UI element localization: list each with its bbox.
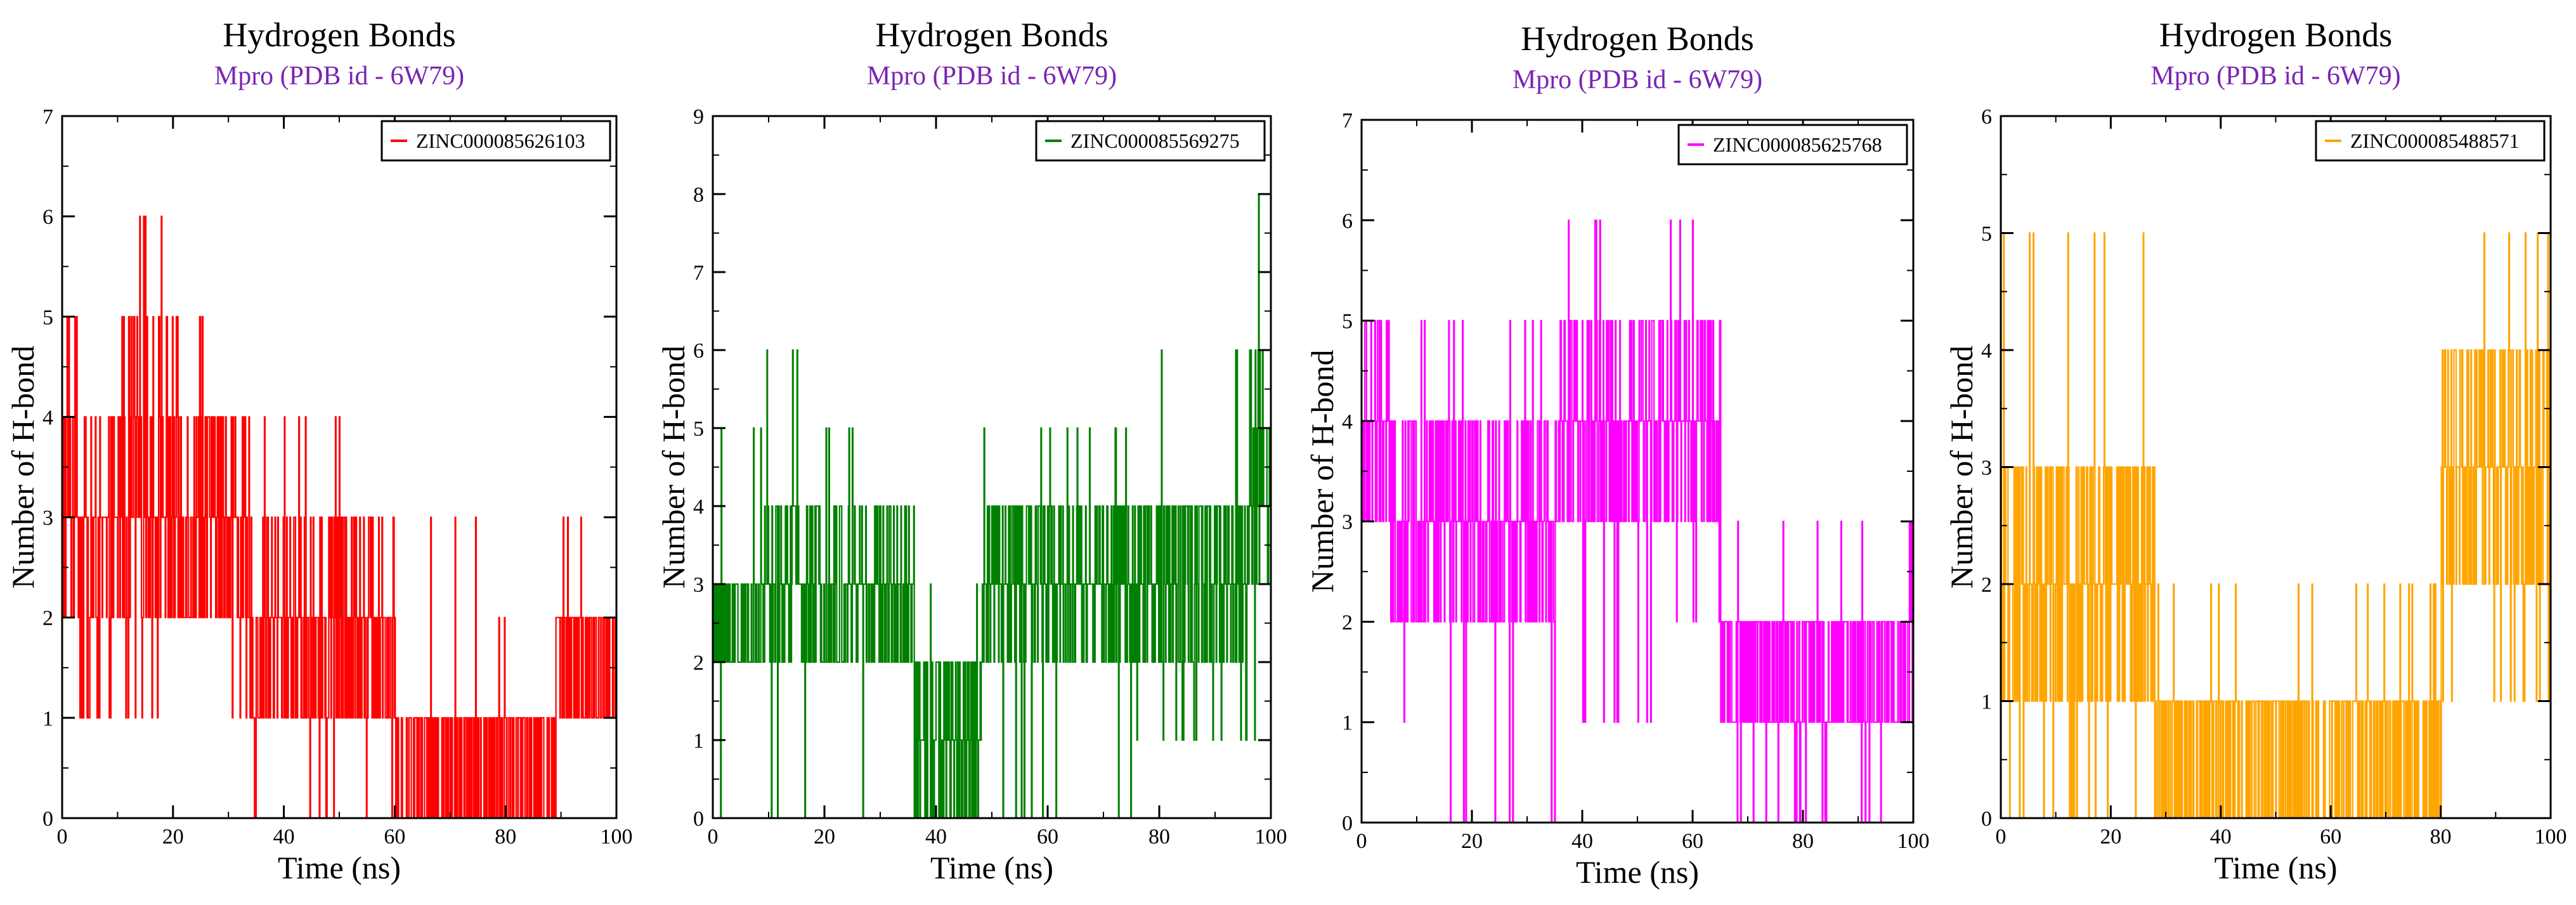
data-series-line	[1362, 219, 1913, 823]
x-tick-label: 60	[1037, 825, 1058, 849]
legend-box	[381, 120, 611, 162]
x-tick-label: 0	[708, 825, 719, 849]
y-tick-label: 3	[693, 573, 704, 597]
chart-title: Hydrogen Bonds	[2159, 16, 2392, 54]
y-tick-label: 8	[693, 183, 704, 207]
legend-label: ZINC000085569275	[1070, 129, 1240, 152]
y-tick-label: 4	[693, 495, 704, 519]
x-tick-label: 0	[1356, 830, 1367, 853]
legend: ZINC000085488571	[2315, 120, 2546, 162]
y-tick-label: 3	[1981, 457, 1992, 480]
x-tick-label: 80	[1792, 830, 1814, 853]
y-tick-label: 1	[1342, 712, 1353, 735]
x-tick-label: 20	[2100, 825, 2121, 849]
data-series-line	[62, 216, 616, 818]
y-tick-label: 2	[1342, 611, 1353, 634]
y-tick-label: 2	[42, 607, 53, 630]
x-tick-label: 0	[57, 825, 68, 849]
legend: ZINC000085569275	[1035, 120, 1266, 162]
y-tick-label: 4	[1342, 410, 1353, 434]
y-axis-label: Number of H-bond	[1944, 346, 1979, 589]
x-axis-label: Time (ns)	[2214, 850, 2337, 885]
y-axis-label: Number of H-bond	[5, 346, 41, 589]
y-tick-label: 2	[1981, 573, 1992, 597]
x-axis-label: Time (ns)	[1576, 854, 1699, 890]
y-tick-label: 0	[1981, 807, 1992, 831]
y-tick-label: 4	[1981, 339, 1992, 363]
y-tick-label: 1	[42, 707, 53, 731]
x-tick-label: 100	[601, 825, 633, 849]
chart-title: Hydrogen Bonds	[1521, 20, 1753, 58]
y-tick-label: 6	[1342, 209, 1353, 233]
data-series-line	[713, 193, 1271, 818]
x-axis-label: Time (ns)	[278, 850, 401, 885]
legend-box	[2315, 120, 2546, 162]
y-tick-label: 0	[693, 807, 704, 831]
legend-box	[1677, 124, 1908, 166]
y-tick-label: 6	[42, 205, 53, 229]
y-axis-label: Number of H-bond	[1304, 349, 1340, 592]
data-series-line	[2001, 232, 2551, 818]
legend: ZINC000085625768	[1677, 124, 1908, 166]
x-tick-label: 20	[814, 825, 835, 849]
y-tick-label: 7	[1342, 109, 1353, 133]
y-tick-label: 1	[693, 729, 704, 753]
x-tick-label: 40	[2210, 825, 2232, 849]
y-tick-label: 7	[42, 105, 53, 129]
x-tick-label: 40	[273, 825, 295, 849]
x-tick-label: 40	[925, 825, 947, 849]
y-tick-label: 6	[1981, 105, 1992, 129]
x-tick-label: 80	[495, 825, 516, 849]
x-tick-label: 80	[1148, 825, 1170, 849]
chart-title: Hydrogen Bonds	[223, 16, 455, 54]
x-tick-label: 100	[2535, 825, 2567, 849]
x-tick-label: 60	[1682, 830, 1703, 853]
x-tick-label: 60	[384, 825, 405, 849]
y-tick-label: 0	[1342, 812, 1353, 835]
y-tick-label: 0	[42, 807, 53, 831]
y-tick-label: 5	[693, 417, 704, 441]
chart-subtitle: Mpro (PDB id - 6W79)	[1512, 65, 1762, 94]
x-tick-label: 100	[1897, 830, 1930, 853]
x-tick-label: 20	[1461, 830, 1483, 853]
y-tick-label: 5	[1981, 223, 1992, 246]
x-tick-label: 0	[1996, 825, 2007, 849]
x-tick-label: 100	[1255, 825, 1287, 849]
y-tick-label: 9	[693, 105, 704, 129]
x-tick-label: 60	[2320, 825, 2341, 849]
y-tick-label: 3	[42, 507, 53, 530]
legend-label: ZINC000085626103	[416, 129, 585, 152]
y-tick-label: 7	[693, 261, 704, 285]
x-tick-label: 80	[2430, 825, 2452, 849]
y-tick-label: 1	[1981, 691, 1992, 714]
legend: ZINC000085626103	[381, 120, 611, 162]
y-tick-label: 4	[42, 406, 53, 429]
y-tick-label: 6	[693, 339, 704, 363]
legend-label: ZINC000085625768	[1713, 133, 1882, 156]
chart-subtitle: Mpro (PDB id - 6W79)	[214, 62, 464, 91]
y-tick-label: 5	[1342, 310, 1353, 334]
legend-label: ZINC000085488571	[2350, 129, 2520, 152]
x-axis-label: Time (ns)	[930, 850, 1053, 885]
y-tick-label: 2	[693, 651, 704, 675]
x-tick-label: 20	[162, 825, 184, 849]
x-tick-label: 40	[1571, 830, 1593, 853]
chart-subtitle: Mpro (PDB id - 6W79)	[2150, 62, 2400, 91]
y-axis-label: Number of H-bond	[656, 346, 691, 589]
legend-box	[1035, 120, 1266, 162]
y-tick-label: 3	[1342, 511, 1353, 534]
y-tick-label: 5	[42, 306, 53, 329]
chart-title: Hydrogen Bonds	[875, 16, 1108, 54]
chart-subtitle: Mpro (PDB id - 6W79)	[867, 62, 1117, 91]
